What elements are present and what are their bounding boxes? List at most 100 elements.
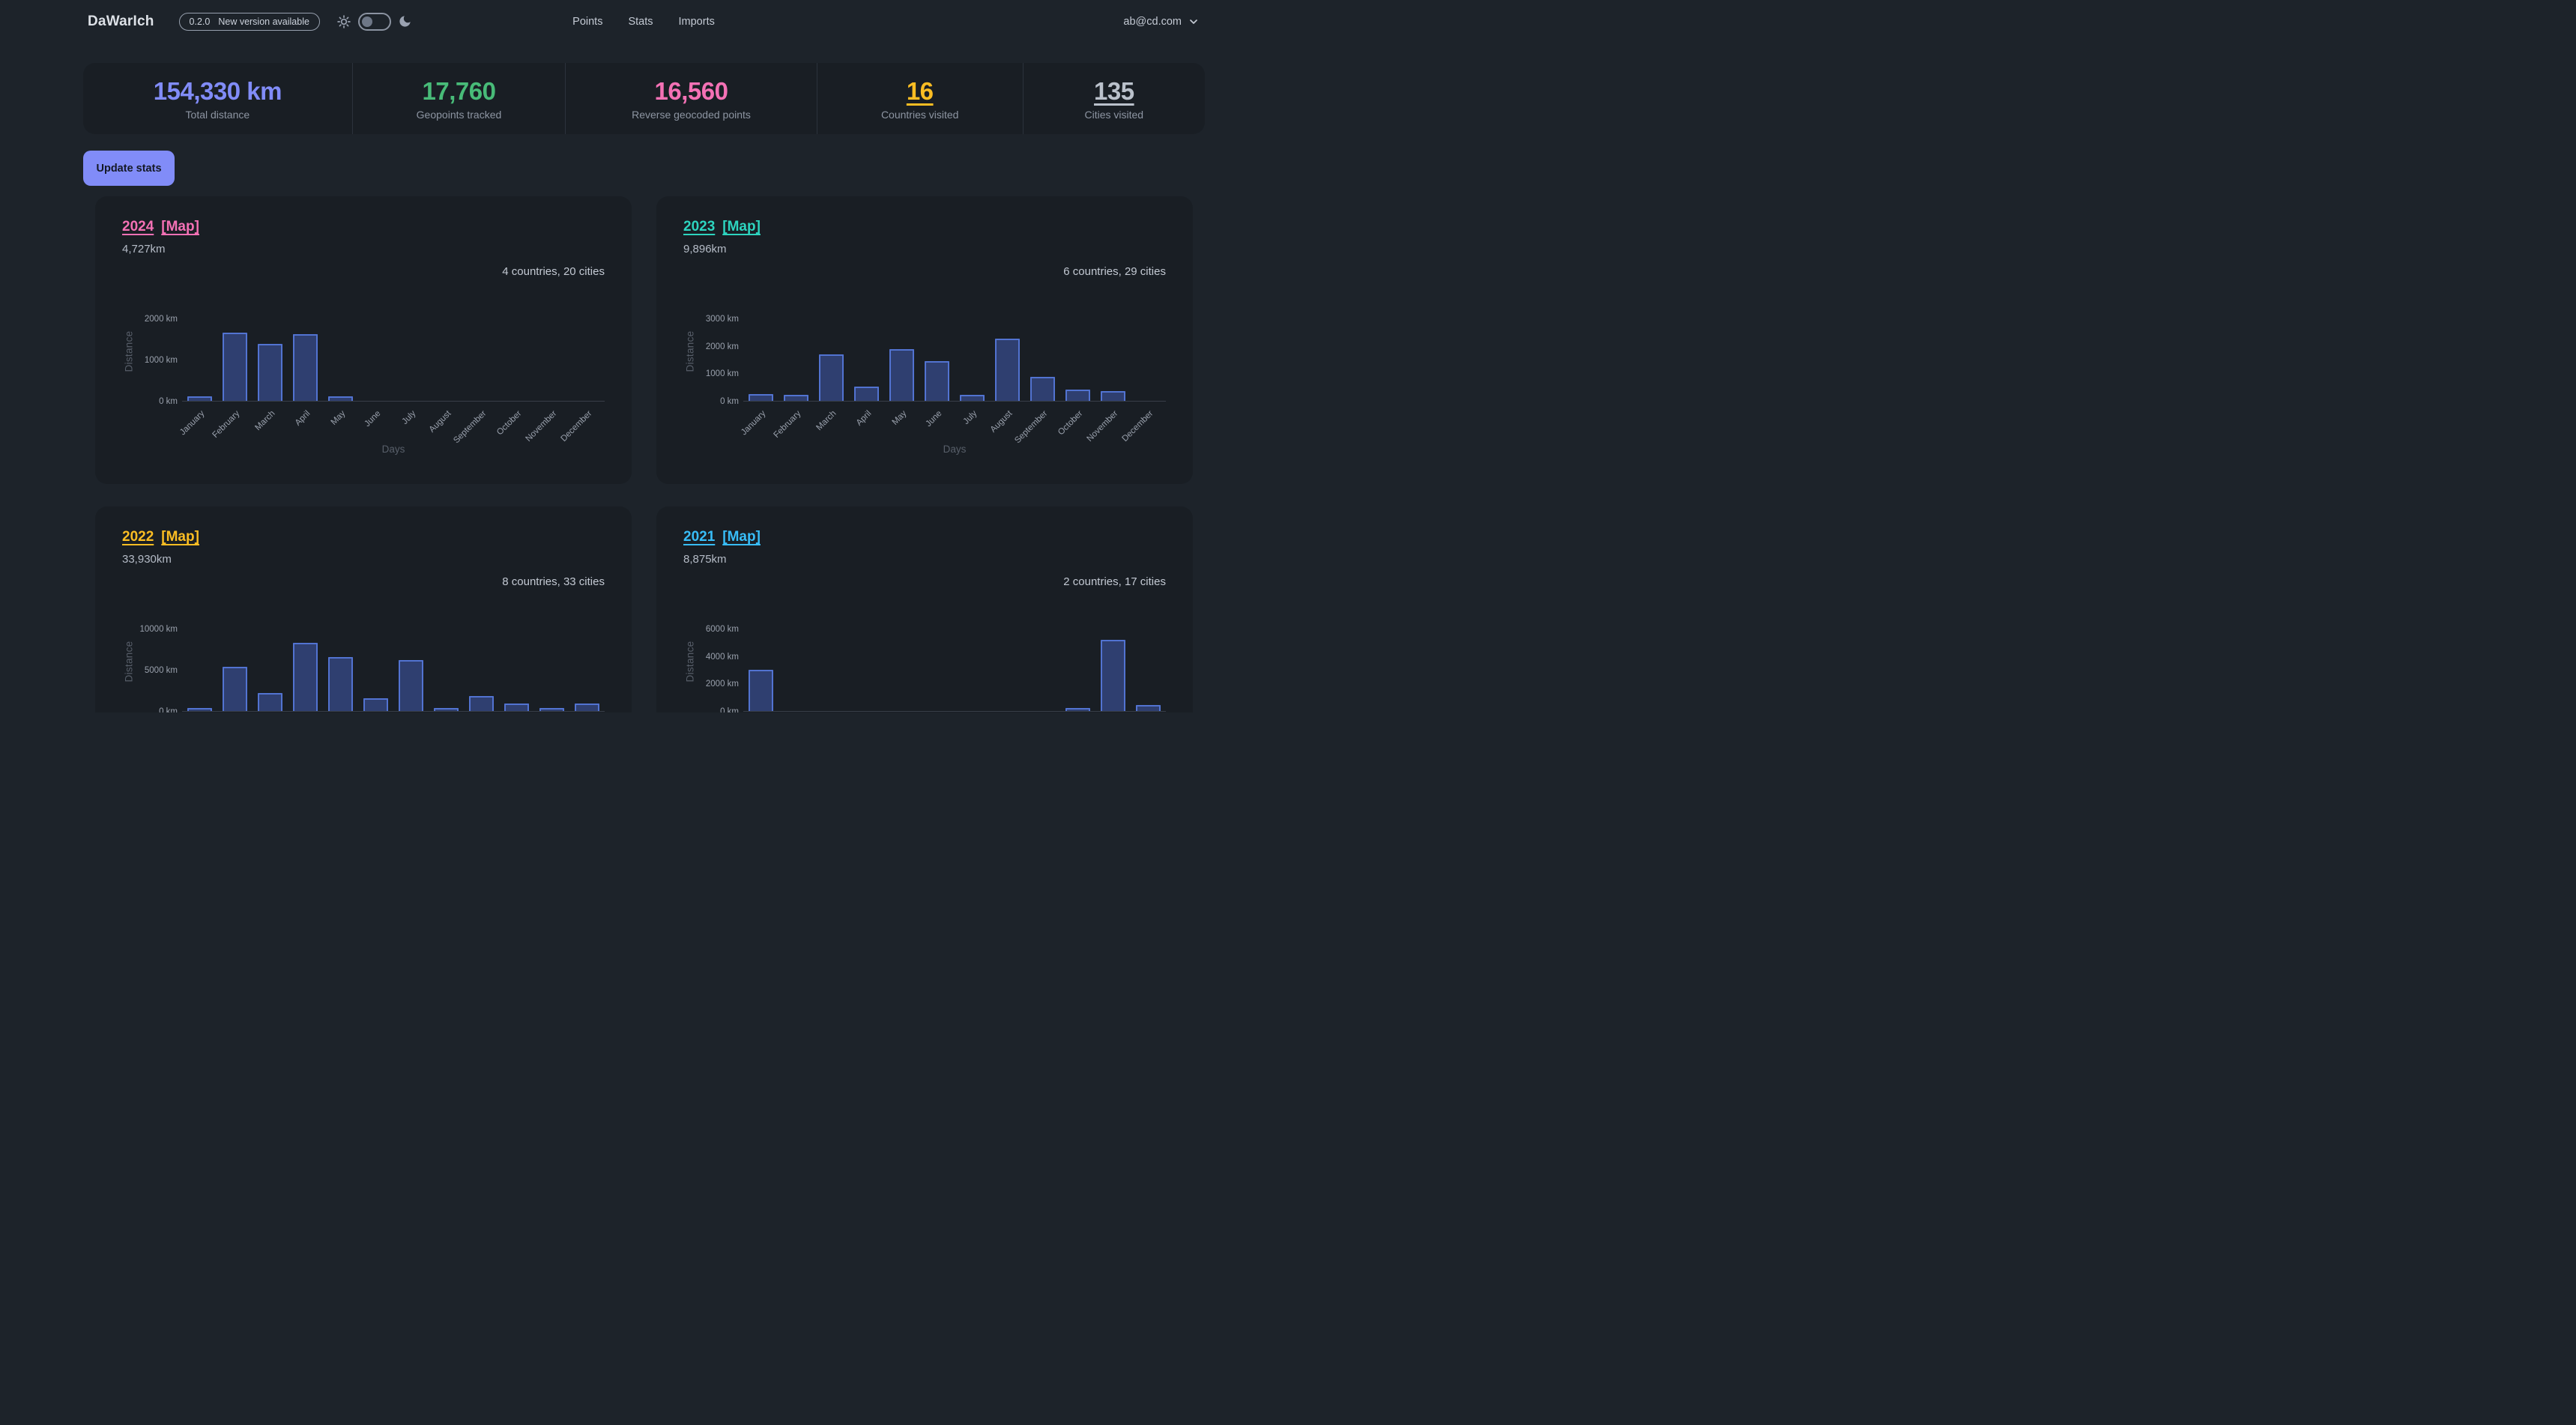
x-axis-title: Days	[943, 444, 967, 455]
bar-slot	[778, 395, 814, 401]
year-distance: 33,930km	[122, 553, 172, 566]
year-link[interactable]: 2023	[683, 219, 716, 235]
distance-bar-chart: Distance 0 km 1000 km 2000 km January Febru…	[122, 301, 605, 460]
distance-bar	[819, 354, 844, 401]
y-axis-ticks: 0 km 1000 km 2000 km	[122, 301, 178, 406]
version-badge[interactable]: 0.2.0 New version available	[178, 12, 320, 31]
bar-slot	[288, 334, 323, 401]
toggle-knob	[361, 16, 372, 27]
plot-area	[182, 611, 605, 712]
distance-bar	[328, 657, 353, 711]
theme-toggle[interactable]	[357, 12, 391, 31]
y-tick-label: 0 km	[159, 707, 178, 712]
stat-label: Countries visited	[880, 109, 959, 121]
distance-bar	[1101, 640, 1125, 711]
bar-slot	[464, 696, 499, 711]
stat-value: 16,560	[654, 77, 728, 105]
bar-slot	[393, 660, 429, 711]
app-logo: DaWarIch	[88, 13, 154, 29]
year-link[interactable]: 2021	[683, 529, 716, 545]
distance-bar	[399, 660, 423, 711]
map-link[interactable]: [Map]	[722, 219, 761, 235]
y-tick-label: 1000 km	[144, 356, 178, 365]
nav-stats[interactable]: Stats	[628, 15, 653, 28]
nav-points[interactable]: Points	[572, 15, 603, 28]
user-menu[interactable]: ab@cd.com	[715, 16, 1200, 28]
x-tick-label: February	[210, 409, 241, 441]
bar-slot	[884, 349, 919, 401]
bar-slot	[217, 333, 253, 401]
bar-slot	[1095, 640, 1131, 711]
distance-bar	[539, 708, 564, 711]
distance-bar	[223, 667, 247, 711]
map-link[interactable]: [Map]	[722, 529, 761, 545]
app-header: DaWarIch 0.2.0 New version available	[0, 0, 1288, 43]
year-link[interactable]: 2024	[122, 219, 154, 235]
y-tick-label: 2000 km	[705, 342, 739, 351]
distance-bar	[293, 643, 318, 711]
distance-bar	[293, 334, 318, 401]
x-tick-label: January	[178, 409, 206, 438]
x-tick-label: August	[988, 409, 1014, 435]
year-distance: 4,727km	[122, 243, 166, 255]
distance-bar	[258, 693, 282, 711]
x-tick-label: September	[451, 409, 488, 446]
stat-cities-visited: 135 Cities visited	[1022, 63, 1205, 134]
year-summary: 4 countries, 20 cities	[502, 265, 605, 278]
dashboard-page: DaWarIch 0.2.0 New version available	[0, 0, 1288, 712]
distance-bar	[187, 396, 212, 401]
y-tick-label: 0 km	[720, 707, 739, 712]
bar-slot	[253, 693, 288, 711]
x-axis-title: Days	[381, 444, 405, 455]
x-tick-label: October	[495, 409, 523, 438]
y-tick-label: 2000 km	[705, 680, 739, 689]
bar-slot	[323, 657, 358, 711]
year-summary: 6 countries, 29 cities	[1063, 265, 1166, 278]
distance-bar	[434, 708, 459, 711]
year-card-2023: 2023 [Map] 9,896km 6 countries, 29 citie…	[656, 196, 1193, 484]
bar-slot	[849, 387, 884, 401]
distance-bar	[469, 696, 494, 711]
summary-stats-row: 154,330 km Total distance 17,760 Geopoin…	[83, 63, 1205, 134]
bar-slot	[743, 394, 778, 401]
sun-icon	[336, 14, 351, 29]
x-tick-label: July	[961, 409, 979, 426]
year-link[interactable]: 2022	[122, 529, 154, 545]
update-stats-button[interactable]: Update stats	[83, 151, 175, 186]
x-tick-label: March	[253, 409, 276, 433]
nav-imports[interactable]: Imports	[678, 15, 715, 28]
year-cards-grid: 2024 [Map] 4,727km 4 countries, 20 citie…	[95, 196, 1193, 712]
distance-bar	[889, 349, 914, 401]
y-tick-label: 6000 km	[705, 625, 739, 634]
distance-bar	[223, 333, 247, 401]
stat-cities-link[interactable]: 135	[1094, 77, 1134, 105]
map-link[interactable]: [Map]	[161, 219, 199, 235]
bar-slot	[499, 704, 534, 711]
x-tick-label: May	[890, 409, 908, 427]
distance-bar	[995, 339, 1020, 401]
new-version-label: New version available	[218, 16, 309, 27]
y-tick-label: 2000 km	[144, 315, 178, 324]
bar-slot	[919, 361, 955, 401]
bar-slot	[534, 708, 569, 711]
stat-countries-visited: 16 Countries visited	[816, 63, 1023, 134]
bar-slot	[955, 395, 990, 401]
year-card-2021: 2021 [Map] 8,875km 2 countries, 17 citie…	[656, 506, 1193, 712]
chevron-down-icon	[1188, 16, 1200, 28]
stat-geopoints: 17,760 Geopoints tracked	[351, 63, 566, 134]
map-link[interactable]: [Map]	[161, 529, 199, 545]
y-tick-label: 0 km	[720, 397, 739, 406]
bar-slot	[288, 643, 323, 711]
distance-bar	[1101, 391, 1125, 401]
year-distance: 9,896km	[683, 243, 727, 255]
stat-countries-link[interactable]: 16	[906, 77, 934, 105]
version-number: 0.2.0	[189, 16, 211, 27]
distance-bar	[575, 704, 599, 711]
x-tick-label: June	[362, 409, 382, 429]
distance-bar	[749, 394, 773, 401]
distance-bar-chart: Distance 0 km 1000 km 2000 km 3000 km Janua…	[683, 301, 1166, 460]
plot-area	[743, 611, 1166, 712]
